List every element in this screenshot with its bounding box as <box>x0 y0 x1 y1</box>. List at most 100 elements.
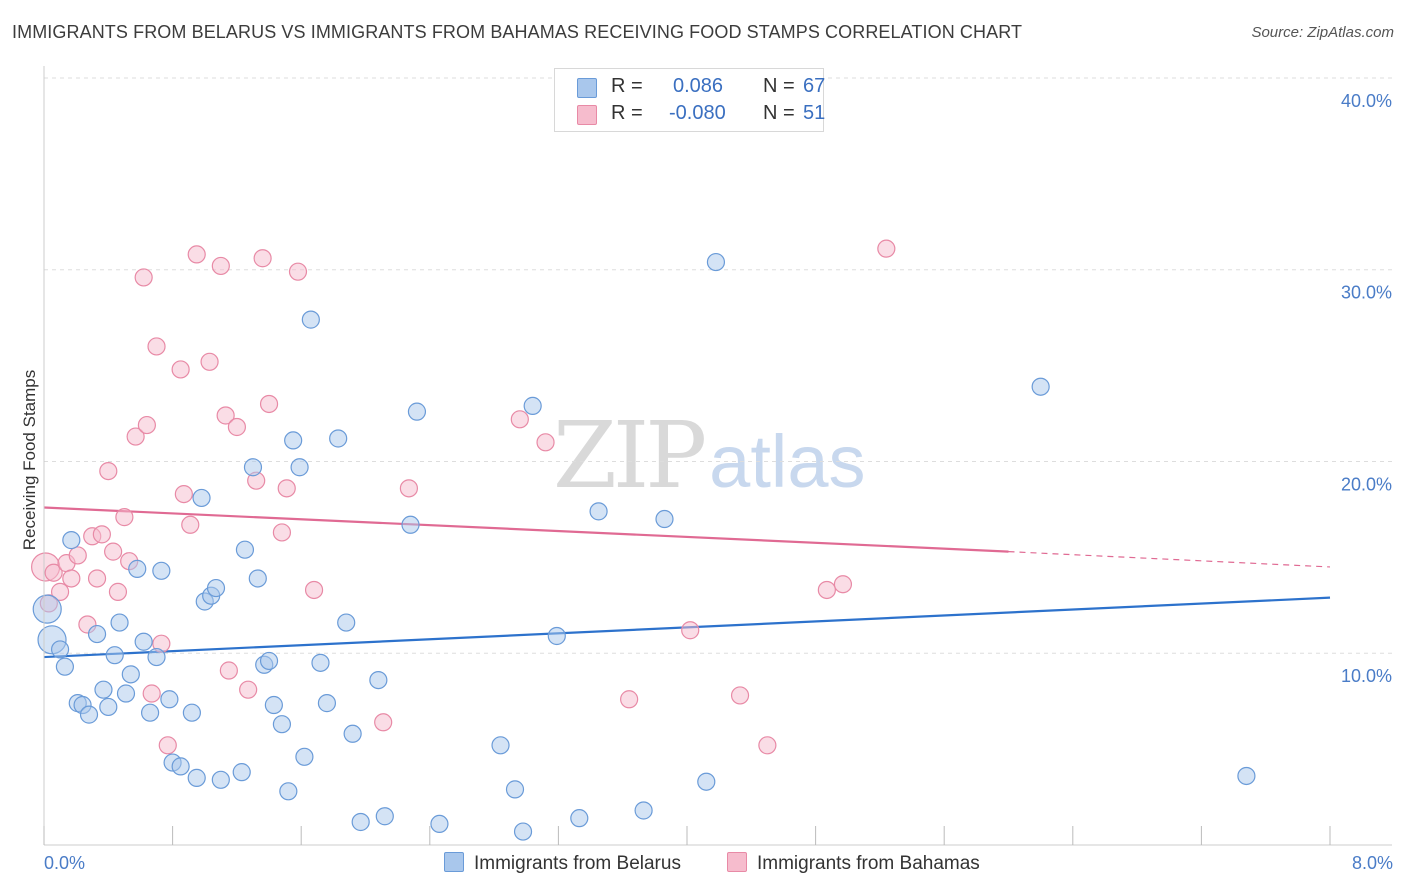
belarus-point <box>570 809 589 828</box>
belarus-point <box>243 458 263 477</box>
series-legend-bahamas: Immigrants from Bahamas <box>727 852 980 875</box>
belarus-point <box>121 665 140 684</box>
bahamas-point <box>758 736 777 755</box>
belarus-point <box>99 697 118 717</box>
legend-r-value-bahamas: -0.080 <box>669 102 726 124</box>
bahamas-point <box>115 508 134 527</box>
belarus-point <box>110 613 129 632</box>
belarus-point <box>128 559 147 578</box>
belarus-point <box>375 807 394 826</box>
belarus-point <box>547 626 566 646</box>
bahamas-point <box>399 479 419 498</box>
belarus-point <box>329 429 348 448</box>
belarus-point <box>513 822 533 841</box>
y-tick-label: 10.0% <box>1341 666 1392 686</box>
belarus-point <box>505 780 525 799</box>
bahamas-point <box>833 575 853 594</box>
belarus-point <box>1237 766 1256 786</box>
bahamas-legend-label: Immigrants from Bahamas <box>757 853 980 874</box>
belarus-point <box>259 651 279 671</box>
bahamas-point <box>134 268 153 287</box>
bahamas-point <box>374 713 393 732</box>
bahamas-point <box>730 686 750 705</box>
bahamas-point <box>104 542 123 561</box>
watermark-zip: ZIP <box>553 402 707 509</box>
bahamas-point <box>147 337 166 356</box>
bahamas-point <box>681 621 700 640</box>
bahamas-point <box>171 360 190 379</box>
belarus-point <box>264 695 283 715</box>
bahamas-point <box>200 352 219 371</box>
x-tick-label-min: 0.0% <box>44 853 85 873</box>
legend-r-value-belarus: 0.086 <box>673 75 724 97</box>
legend-r-label: R = <box>611 75 643 97</box>
y-tick-label: 20.0% <box>1341 474 1392 494</box>
belarus-point <box>407 402 427 421</box>
belarus-point <box>55 657 74 676</box>
bahamas-point <box>227 417 246 437</box>
belarus-point <box>655 509 674 529</box>
belarus-legend-swatch <box>444 852 464 872</box>
bahamas-point <box>158 736 177 755</box>
bahamas-point <box>99 461 118 481</box>
belarus-point <box>311 653 330 672</box>
belarus-point <box>171 757 190 776</box>
belarus-point <box>206 578 226 598</box>
belarus-point <box>369 670 388 690</box>
bahamas-point <box>62 569 81 588</box>
belarus-point <box>279 782 298 801</box>
belarus-point <box>79 705 99 724</box>
belarus-point <box>140 703 160 722</box>
belarus-point <box>430 814 449 834</box>
belarus-point <box>317 694 337 713</box>
legend-n-label: N = <box>763 75 795 97</box>
belarus-point <box>706 252 726 272</box>
bahamas-point <box>259 394 279 414</box>
bahamas-point <box>187 245 206 264</box>
belarus-point <box>134 632 153 651</box>
bahamas-point <box>253 249 272 268</box>
bahamas-point <box>87 569 107 588</box>
y-tick-label: 30.0% <box>1341 283 1392 303</box>
belarus-legend-label: Immigrants from Belarus <box>474 853 681 874</box>
bahamas-point <box>137 415 156 435</box>
belarus-point <box>351 812 370 832</box>
x-tick-label-max: 8.0% <box>1352 853 1393 873</box>
bahamas-point <box>536 433 555 452</box>
chart-title: IMMIGRANTS FROM BELARUS VS IMMIGRANTS FR… <box>12 22 1023 42</box>
belarus-point <box>94 680 113 699</box>
correlation-legend: R = 0.086 N = 67 R = -0.080 N = 51 <box>554 68 826 132</box>
source-credit: Source: ZipAtlas.com <box>1251 24 1394 41</box>
belarus-point <box>401 515 420 534</box>
bahamas-point <box>174 484 193 504</box>
bahamas-point <box>277 479 296 498</box>
bahamas-swatch <box>577 105 597 125</box>
belarus-point <box>301 310 320 329</box>
belarus-point <box>211 770 230 789</box>
belarus-point <box>116 684 136 703</box>
belarus-point <box>87 624 107 644</box>
bahamas-point <box>92 525 111 544</box>
bahamas-trend-extension <box>1008 551 1331 568</box>
belarus-point <box>284 431 303 450</box>
legend-n-value-bahamas: 51 <box>803 102 826 124</box>
bahamas-point <box>142 684 161 703</box>
belarus-point <box>235 540 255 559</box>
belarus-point <box>295 747 314 766</box>
belarus-point <box>105 646 124 665</box>
belarus-point <box>337 613 356 632</box>
series-legend-belarus: Immigrants from Belarus <box>444 852 681 875</box>
belarus-swatch <box>577 78 597 98</box>
bahamas-point <box>510 410 529 429</box>
bahamas-point <box>181 515 200 534</box>
bahamas-point <box>272 523 292 542</box>
belarus-point <box>187 768 206 787</box>
bahamas-point <box>877 239 896 258</box>
bahamas-point <box>44 563 63 582</box>
belarus-point <box>182 703 201 722</box>
bahamas-point <box>620 690 639 709</box>
belarus-point <box>634 801 653 820</box>
belarus-point <box>343 724 362 743</box>
bahamas-point <box>50 582 70 601</box>
